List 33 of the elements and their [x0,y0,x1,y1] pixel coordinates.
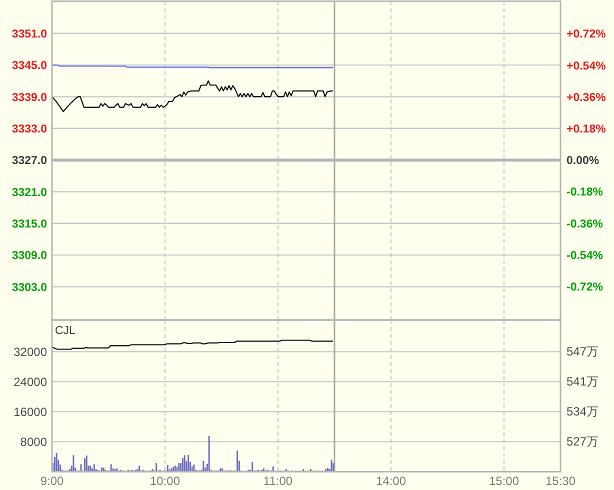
y2-tick-label: +0.54% [566,60,606,72]
y-tick-label: 16000 [14,404,48,419]
y-tick-label: 32000 [14,344,48,359]
y2-tick-label: -0.54% [566,250,603,262]
y-tick-label: 3345.0 [12,60,47,72]
x-tick-label: 15:30 [545,474,576,488]
x-tick-label: 15:00 [488,474,520,488]
y2-tick-label: 547万 [566,344,599,359]
x-tick-label: 11:00 [263,474,293,488]
x-tick-label: 14:00 [376,474,406,488]
y-tick-label: 3303.0 [12,282,47,294]
y2-tick-label: 0.00% [566,155,600,168]
x-tick-label: 10:00 [150,474,180,488]
y2-tick-label: -0.72% [566,281,603,294]
y2-tick-label: +0.18% [566,124,606,136]
y2-tick-label: 534万 [566,404,599,419]
y2-tick-label: -0.18% [566,186,603,199]
y-tick-label: 8000 [20,434,48,449]
x-tick-label: 9:00 [40,474,64,488]
y-tick-label: 24000 [14,374,48,389]
y2-tick-label: 527万 [566,434,599,449]
y-tick-label: 3321.0 [12,186,47,199]
y-tick-label: 3309.0 [12,250,47,262]
y2-tick-label: +0.36% [566,92,606,104]
y-tick-label: 3339.0 [12,92,47,104]
y-tick-label: 3351.0 [12,28,47,40]
y-tick-label: 3315.0 [12,218,47,230]
y2-tick-label: +0.72% [566,28,606,41]
y-tick-label: 3327.0 [12,155,47,168]
y2-tick-label: -0.36% [566,218,603,230]
y-tick-label: 3333.0 [12,123,47,136]
chart-title: CJL [55,325,76,337]
y2-tick-label: 541万 [566,374,599,388]
